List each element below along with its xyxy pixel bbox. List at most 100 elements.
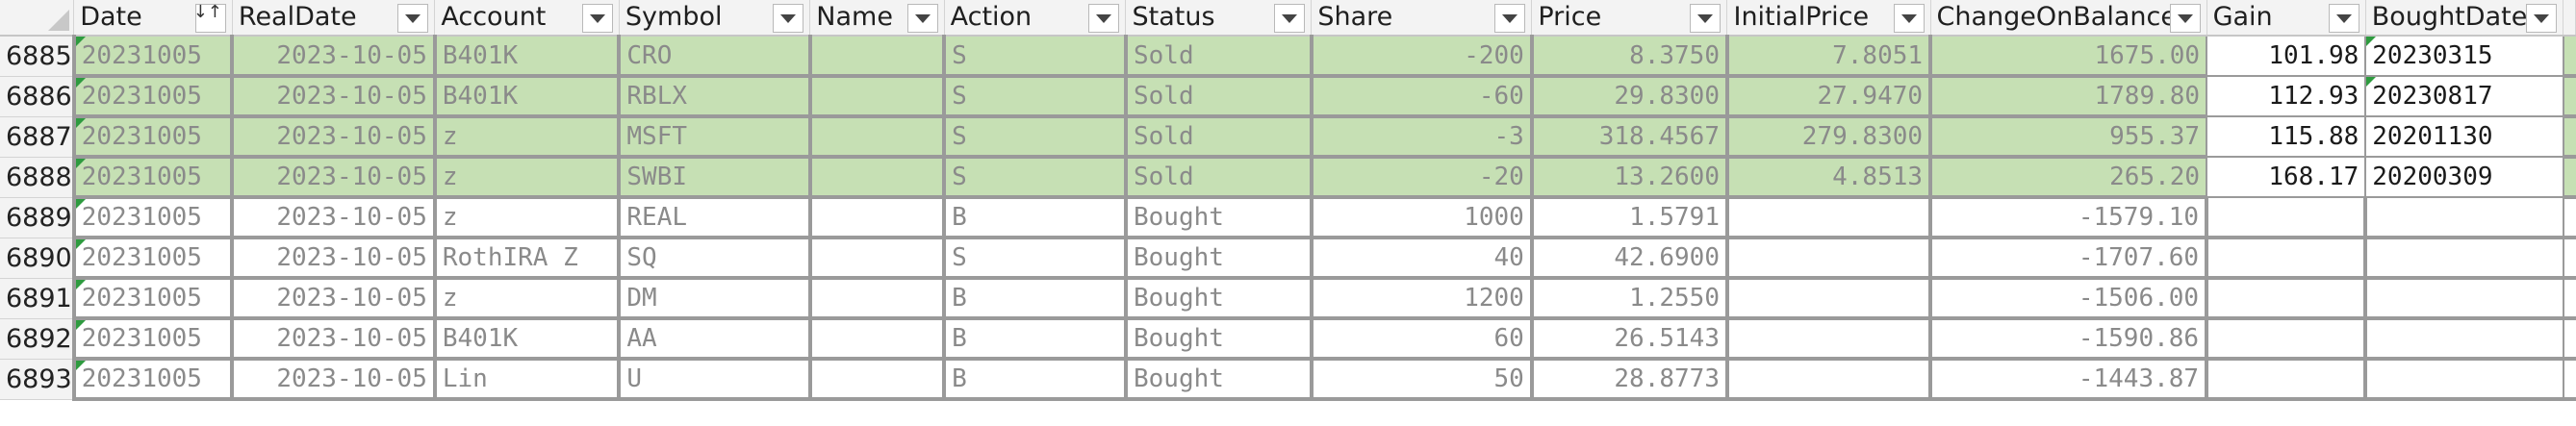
cell-empty[interactable] bbox=[2562, 36, 2576, 78]
cell-realdate[interactable]: 2023-10-05 bbox=[230, 76, 435, 118]
cell-changeonbalance[interactable]: 1789.80 bbox=[1928, 76, 2207, 118]
cell-realdate[interactable]: 2023-10-05 bbox=[230, 116, 435, 159]
cell-empty[interactable] bbox=[2562, 318, 2576, 361]
cell-boughtdate[interactable]: 20230817 bbox=[2364, 76, 2563, 117]
cell-empty[interactable] bbox=[2562, 197, 2576, 239]
table-row[interactable]: 6888 20231005 2023-10-05 z SWBI S Sold -20 13.26… bbox=[0, 157, 2576, 199]
cell-name[interactable] bbox=[807, 359, 945, 401]
cell-symbol[interactable]: REAL bbox=[617, 197, 810, 239]
cell-price[interactable]: 29.8300 bbox=[1529, 76, 1727, 118]
cell-gain[interactable] bbox=[2205, 359, 2366, 401]
cell-gain[interactable]: 168.17 bbox=[2206, 157, 2366, 198]
cell-account[interactable]: z bbox=[432, 278, 620, 320]
cell-initialprice[interactable] bbox=[1724, 278, 1931, 320]
row-header[interactable]: 6888 bbox=[0, 157, 75, 198]
row-header[interactable]: 6892 bbox=[0, 318, 75, 360]
row-header[interactable]: 6886 bbox=[0, 76, 75, 117]
table-row[interactable]: 6893 20231005 2023-10-05 Lin U B Bought 50 28.87… bbox=[0, 359, 2576, 401]
table-row[interactable]: 6890 20231005 2023-10-05 RothIRA Z SQ S Bought… bbox=[0, 238, 2576, 280]
cell-changeonbalance[interactable]: -1443.87 bbox=[1928, 359, 2207, 401]
cell-initialprice[interactable] bbox=[1724, 318, 1931, 361]
filter-dropdown-button[interactable] bbox=[397, 4, 429, 33]
cell-gain[interactable] bbox=[2205, 238, 2366, 280]
column-header-boughtdate[interactable]: BoughtDate bbox=[2365, 0, 2564, 37]
cell-account[interactable]: B401K bbox=[432, 318, 620, 361]
table-row[interactable]: 6892 20231005 2023-10-05 B401K AA B Bought 60 26… bbox=[0, 318, 2576, 361]
cell-initialprice[interactable] bbox=[1724, 238, 1931, 280]
cell-gain[interactable] bbox=[2205, 197, 2366, 239]
cell-price[interactable]: 1.5791 bbox=[1529, 197, 1727, 239]
filter-dropdown-button[interactable] bbox=[1494, 4, 1526, 33]
cell-date[interactable]: 20231005 bbox=[71, 278, 233, 320]
cell-account[interactable]: z bbox=[432, 157, 620, 199]
row-header[interactable]: 6891 bbox=[0, 278, 75, 319]
cell-realdate[interactable]: 2023-10-05 bbox=[230, 238, 435, 280]
cell-boughtdate[interactable]: 20201130 bbox=[2364, 116, 2563, 158]
cell-realdate[interactable]: 2023-10-05 bbox=[230, 278, 435, 320]
cell-date[interactable]: 20231005 bbox=[71, 116, 233, 159]
table-row[interactable]: 6885 20231005 2023-10-05 B401K CRO S Sold -200 8… bbox=[0, 36, 2576, 78]
cell-price[interactable]: 1.2550 bbox=[1529, 278, 1727, 320]
row-header[interactable]: 6889 bbox=[0, 197, 75, 238]
cell-account[interactable]: Lin bbox=[432, 359, 620, 401]
cell-price[interactable]: 42.6900 bbox=[1529, 238, 1727, 280]
cell-name[interactable] bbox=[807, 278, 945, 320]
filter-dropdown-button[interactable] bbox=[773, 4, 804, 33]
cell-changeonbalance[interactable]: -1506.00 bbox=[1928, 278, 2207, 320]
cell-changeonbalance[interactable]: -1707.60 bbox=[1928, 238, 2207, 280]
cell-status[interactable]: Bought bbox=[1123, 278, 1312, 320]
cell-symbol[interactable]: U bbox=[617, 359, 810, 401]
cell-action[interactable]: S bbox=[942, 36, 1126, 78]
select-all-corner[interactable] bbox=[0, 0, 75, 37]
cell-empty[interactable] bbox=[2562, 359, 2576, 401]
cell-gain[interactable]: 112.93 bbox=[2206, 76, 2366, 117]
filter-dropdown-button[interactable] bbox=[1274, 4, 1306, 33]
cell-share[interactable]: 1200 bbox=[1309, 278, 1532, 320]
cell-empty[interactable] bbox=[2562, 116, 2576, 159]
cell-changeonbalance[interactable]: -1590.86 bbox=[1928, 318, 2207, 361]
cell-date[interactable]: 20231005 bbox=[71, 318, 233, 361]
cell-share[interactable]: 60 bbox=[1309, 318, 1532, 361]
column-header-realdate[interactable]: RealDate bbox=[232, 0, 436, 37]
table-row[interactable]: 6891 20231005 2023-10-05 z DM B Bought 1200 1.25… bbox=[0, 278, 2576, 320]
cell-share[interactable]: 1000 bbox=[1309, 197, 1532, 239]
cell-name[interactable] bbox=[807, 318, 945, 361]
cell-name[interactable] bbox=[807, 76, 945, 118]
table-row[interactable]: 6886 20231005 2023-10-05 B401K RBLX S Sold -60 2… bbox=[0, 76, 2576, 118]
cell-empty[interactable] bbox=[2562, 238, 2576, 280]
cell-status[interactable]: Bought bbox=[1123, 238, 1312, 280]
cell-status[interactable]: Sold bbox=[1123, 36, 1312, 78]
cell-status[interactable]: Sold bbox=[1123, 157, 1312, 199]
column-header-initialprice[interactable]: InitialPrice bbox=[1726, 0, 1931, 37]
cell-empty[interactable] bbox=[2562, 76, 2576, 118]
column-header-status[interactable]: Status bbox=[1125, 0, 1313, 37]
cell-share[interactable]: -200 bbox=[1309, 36, 1532, 78]
cell-action[interactable]: B bbox=[942, 359, 1126, 401]
cell-realdate[interactable]: 2023-10-05 bbox=[230, 359, 435, 401]
cell-symbol[interactable]: AA bbox=[617, 318, 810, 361]
column-header-date[interactable]: Date ↓↑ bbox=[73, 0, 233, 37]
cell-changeonbalance[interactable]: 1675.00 bbox=[1928, 36, 2207, 78]
filter-dropdown-button[interactable] bbox=[906, 4, 938, 33]
column-header-name[interactable]: Name bbox=[809, 0, 945, 37]
cell-action[interactable]: S bbox=[942, 238, 1126, 280]
cell-initialprice[interactable] bbox=[1724, 359, 1931, 401]
cell-status[interactable]: Bought bbox=[1123, 318, 1312, 361]
cell-initialprice[interactable]: 7.8051 bbox=[1724, 36, 1931, 78]
column-header-share[interactable]: Share bbox=[1311, 0, 1533, 37]
table-row[interactable]: 6887 20231005 2023-10-05 z MSFT S Sold -3 318.45… bbox=[0, 116, 2576, 159]
cell-boughtdate[interactable]: 20200309 bbox=[2364, 157, 2563, 198]
column-header-changeonbalance[interactable]: ChangeOnBalance bbox=[1930, 0, 2207, 37]
cell-realdate[interactable]: 2023-10-05 bbox=[230, 197, 435, 239]
cell-symbol[interactable]: SWBI bbox=[617, 157, 810, 199]
cell-date[interactable]: 20231005 bbox=[71, 238, 233, 280]
cell-boughtdate[interactable] bbox=[2363, 278, 2563, 320]
cell-changeonbalance[interactable]: -1579.10 bbox=[1928, 197, 2207, 239]
cell-name[interactable] bbox=[807, 36, 945, 78]
cell-price[interactable]: 318.4567 bbox=[1529, 116, 1727, 159]
cell-empty[interactable] bbox=[2562, 278, 2576, 320]
cell-price[interactable]: 28.8773 bbox=[1529, 359, 1727, 401]
cell-gain[interactable] bbox=[2205, 318, 2366, 361]
column-header-empty[interactable] bbox=[2563, 0, 2576, 37]
cell-gain[interactable] bbox=[2205, 278, 2366, 320]
